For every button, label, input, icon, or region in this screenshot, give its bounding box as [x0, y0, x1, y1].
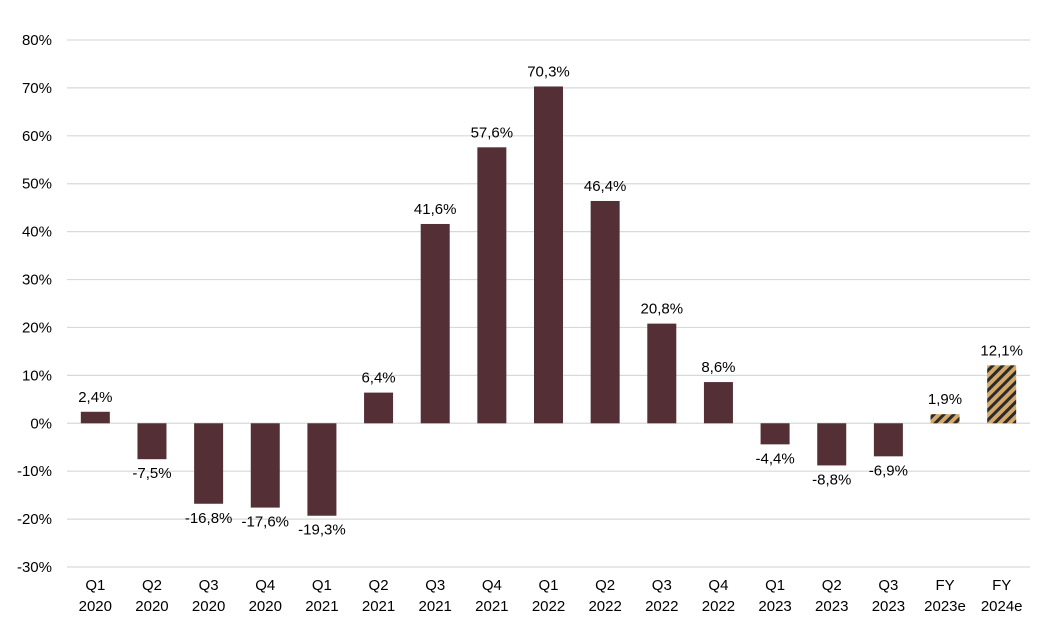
data-label: 8,6% [701, 359, 735, 376]
x-category-year: 2022 [645, 598, 678, 615]
x-category-label: Q4 [708, 577, 728, 594]
x-category-year: 2021 [305, 598, 338, 615]
x-category-year: 2021 [362, 598, 395, 615]
x-category-label: Q1 [765, 577, 785, 594]
bar [250, 423, 280, 508]
data-label: 6,4% [361, 370, 395, 387]
data-label: 46,4% [584, 178, 627, 195]
x-category-label: Q4 [255, 577, 275, 594]
data-label: -19,3% [298, 522, 346, 539]
x-category-year: 2024e [981, 598, 1023, 615]
data-label: 57,6% [471, 124, 514, 141]
bar-estimate [930, 414, 960, 424]
y-tick-label: 0% [30, 415, 52, 432]
x-category-year: 2021 [419, 598, 452, 615]
y-tick-label: 50% [22, 176, 52, 193]
bar [534, 86, 563, 424]
y-tick-label: -10% [17, 463, 52, 480]
bar [647, 323, 677, 424]
x-category-year: 2021 [475, 598, 508, 615]
data-label: 1,9% [928, 391, 962, 408]
x-category-label: Q1 [85, 577, 105, 594]
data-label: -16,8% [185, 510, 233, 527]
bar [364, 392, 394, 424]
x-category-label: Q2 [595, 577, 615, 594]
bar [420, 223, 450, 424]
bar [80, 411, 110, 424]
data-label: -8,8% [812, 471, 851, 488]
x-category-year: 2022 [532, 598, 565, 615]
y-axis-ticks: -30% -20% -10% 0% 10% 20% 30% 40% 50% 60% 70% 80% [17, 32, 52, 576]
x-category-label: Q2 [142, 577, 162, 594]
x-category-label: Q2 [369, 577, 389, 594]
y-tick-label: 80% [22, 32, 52, 49]
data-label: -6,9% [869, 462, 908, 479]
x-category-year: 2023 [872, 598, 905, 615]
y-tick-label: -30% [17, 559, 52, 576]
bar [194, 423, 224, 504]
bar [760, 423, 790, 445]
x-category-year: 2022 [702, 598, 735, 615]
x-category-label: Q1 [312, 577, 332, 594]
x-category-label: Q3 [199, 577, 219, 594]
x-category-label: FY [992, 577, 1011, 594]
data-label: -4,4% [755, 450, 794, 467]
x-category-label: Q4 [482, 577, 502, 594]
data-label: -17,6% [241, 514, 289, 531]
y-tick-label: 30% [22, 272, 52, 289]
data-label: -7,5% [132, 465, 171, 482]
x-category-year: 2023 [815, 598, 848, 615]
bar [817, 423, 847, 466]
data-labels: 2,4% -7,5% -16,8% -17,6% -19,3% 6,4% 41,6% 57,6… [78, 63, 1023, 538]
y-tick-label: 40% [22, 224, 52, 241]
x-category-year: 2023 [758, 598, 791, 615]
y-tick-label: 60% [22, 128, 52, 145]
x-category-year: 2020 [192, 598, 225, 615]
x-category-label: Q3 [652, 577, 672, 594]
data-label: 2,4% [78, 389, 112, 406]
y-tick-label: -20% [17, 511, 52, 528]
bar-estimate [987, 365, 1017, 424]
data-label: 41,6% [414, 201, 457, 218]
bar [137, 423, 167, 460]
y-tick-label: 10% [22, 367, 52, 384]
y-tick-label: 20% [22, 319, 52, 336]
x-category-year: 2022 [588, 598, 621, 615]
bar [477, 147, 507, 424]
bar [703, 382, 733, 424]
x-category-label: Q2 [822, 577, 842, 594]
data-label: 20,8% [641, 301, 684, 318]
x-axis-categories: Q1 2020 Q2 2020 Q3 2020 Q4 2020 Q1 2021 Q2 2021 Q3 20… [79, 577, 1023, 615]
bar [307, 423, 337, 516]
x-category-year: 2020 [135, 598, 168, 615]
x-category-year: 2020 [79, 598, 112, 615]
x-category-label: Q3 [425, 577, 445, 594]
data-label: 12,1% [980, 342, 1023, 359]
x-category-year: 2020 [249, 598, 282, 615]
data-label: 70,3% [527, 63, 570, 80]
x-category-label: Q3 [878, 577, 898, 594]
x-category-year: 2023e [924, 598, 966, 615]
y-tick-label: 70% [22, 80, 52, 97]
x-category-label: FY [935, 577, 954, 594]
x-category-label: Q1 [538, 577, 558, 594]
bar [590, 200, 620, 424]
bars [80, 86, 1017, 516]
bar [873, 423, 903, 457]
